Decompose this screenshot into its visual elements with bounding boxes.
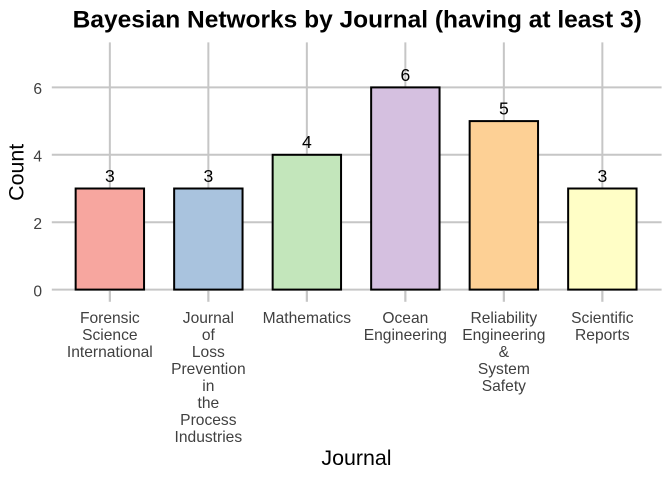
svg-text:6: 6 bbox=[400, 65, 410, 85]
svg-text:Bayesian Networks by Journal (: Bayesian Networks by Journal (having at … bbox=[73, 6, 642, 33]
svg-text:Mathematics: Mathematics bbox=[263, 310, 352, 327]
svg-text:Scientific: Scientific bbox=[571, 310, 634, 327]
svg-text:Forensic: Forensic bbox=[80, 310, 140, 327]
svg-text:4: 4 bbox=[33, 149, 42, 166]
svg-text:Safety: Safety bbox=[482, 378, 526, 395]
svg-text:0: 0 bbox=[33, 283, 42, 300]
svg-text:Journal: Journal bbox=[321, 446, 391, 470]
svg-text:Loss: Loss bbox=[192, 344, 225, 361]
svg-text:Process: Process bbox=[180, 412, 237, 429]
svg-text:Reliability: Reliability bbox=[470, 310, 537, 327]
svg-text:Count: Count bbox=[4, 144, 28, 201]
svg-text:Engineering: Engineering bbox=[462, 327, 545, 344]
svg-text:Prevention: Prevention bbox=[171, 361, 246, 378]
svg-text:6: 6 bbox=[33, 81, 42, 98]
svg-text:Engineering: Engineering bbox=[364, 327, 447, 344]
svg-text:of: of bbox=[202, 327, 216, 344]
svg-text:&: & bbox=[499, 344, 510, 361]
svg-text:Science: Science bbox=[82, 327, 137, 344]
svg-text:in: in bbox=[202, 378, 214, 395]
svg-text:International: International bbox=[67, 344, 153, 361]
svg-text:4: 4 bbox=[302, 132, 312, 152]
svg-text:Reports: Reports bbox=[575, 327, 630, 344]
svg-text:System: System bbox=[478, 361, 530, 378]
svg-text:the: the bbox=[198, 395, 220, 412]
svg-text:3: 3 bbox=[203, 166, 213, 186]
svg-text:2: 2 bbox=[33, 216, 42, 233]
svg-text:Journal: Journal bbox=[183, 310, 234, 327]
svg-text:Ocean: Ocean bbox=[382, 310, 428, 327]
svg-text:5: 5 bbox=[499, 99, 509, 119]
svg-text:3: 3 bbox=[105, 166, 115, 186]
svg-text:3: 3 bbox=[597, 166, 607, 186]
svg-text:Industries: Industries bbox=[175, 429, 243, 446]
